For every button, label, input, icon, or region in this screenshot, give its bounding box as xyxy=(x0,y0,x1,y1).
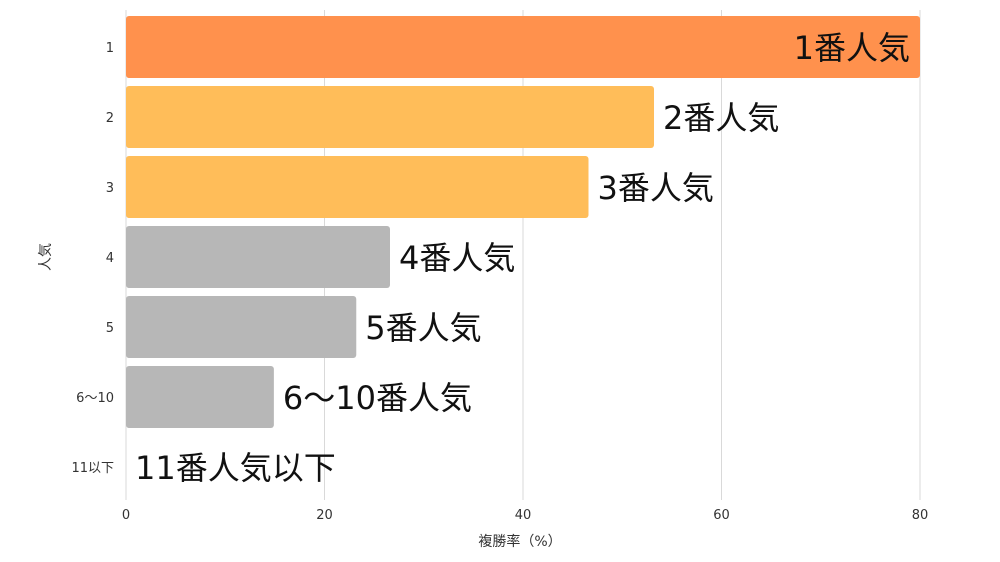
y-tick-label: 4 xyxy=(106,251,114,266)
y-tick-label: 2 xyxy=(106,111,114,126)
y-tick-label: 3 xyxy=(106,181,114,196)
bar-label: 1番人気 xyxy=(794,29,910,67)
x-tick-label: 60 xyxy=(713,508,730,523)
bar-2 xyxy=(126,86,655,148)
x-axis-title: 複勝率（%） xyxy=(478,533,561,550)
bar-3 xyxy=(126,156,589,218)
y-tick-label: 5 xyxy=(106,321,114,336)
y-tick-label: 1 xyxy=(106,41,114,56)
x-tick-label: 80 xyxy=(912,508,929,523)
bar-4 xyxy=(126,226,391,288)
x-tick-label: 20 xyxy=(316,508,333,523)
bar-label: 3番人気 xyxy=(598,169,714,207)
bar-label: 4番人気 xyxy=(399,239,515,277)
x-tick-label: 40 xyxy=(515,508,532,523)
y-tick-label: 11以下 xyxy=(71,461,114,476)
bars xyxy=(126,16,920,428)
x-tick-label: 0 xyxy=(122,508,130,523)
bar-label: 11番人気以下 xyxy=(135,449,336,487)
y-tick-labels: 1 2 3 4 5 6〜10 11以下 xyxy=(71,41,114,476)
bar-label: 5番人気 xyxy=(365,309,481,347)
bar-labels: 1番人気 2番人気 3番人気 4番人気 5番人気 6〜10番人気 11番人気以下 xyxy=(135,29,910,487)
y-axis-title: 人気 xyxy=(38,243,54,271)
bar-5 xyxy=(126,296,357,358)
bar-1 xyxy=(126,16,920,78)
y-tick-label: 6〜10 xyxy=(76,391,114,406)
bar-label: 6〜10番人気 xyxy=(283,379,472,417)
x-tick-labels: 0 20 40 60 80 xyxy=(122,508,928,523)
bar-label: 2番人気 xyxy=(663,99,779,137)
bar-6 xyxy=(126,366,274,428)
